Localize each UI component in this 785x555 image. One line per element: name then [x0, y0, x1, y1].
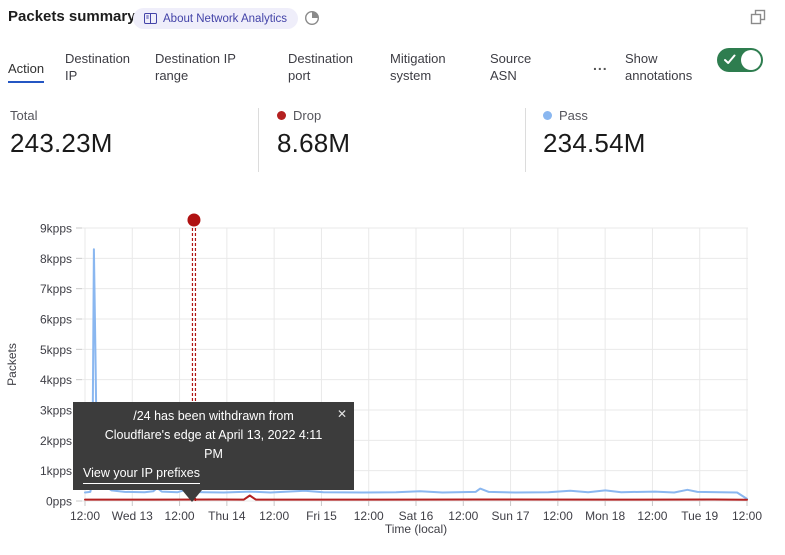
x-tick-label: Mon 18 — [585, 509, 625, 523]
y-tick-label: 2kpps — [40, 434, 72, 448]
tooltip-caret — [182, 490, 202, 502]
x-axis-label: Time (local) — [385, 522, 447, 536]
y-tick-label: 8kpps — [40, 252, 72, 266]
tab-destination-ip-range[interactable]: Destination IP range — [155, 51, 236, 83]
more-tabs-button[interactable]: ... — [593, 57, 608, 73]
y-tick-label: 5kpps — [40, 343, 72, 357]
x-tick-label: 12:00 — [448, 509, 478, 523]
x-tick-label: 12:00 — [259, 509, 289, 523]
x-tick-label: Thu 14 — [208, 509, 246, 523]
y-tick-label: 6kpps — [40, 313, 72, 327]
y-tick-label: 0pps — [46, 495, 72, 509]
x-tick-label: Sat 16 — [399, 509, 434, 523]
y-tick-label: 9kpps — [40, 222, 72, 236]
tab-destination-ip[interactable]: Destination IP — [65, 51, 131, 83]
x-tick-label: Sun 17 — [492, 509, 530, 523]
book-icon — [144, 13, 157, 24]
tab-mitigation-system[interactable]: Mitigation system — [390, 51, 446, 83]
annotation-message-line2: Cloudflare's edge at April 13, 2022 4:11… — [104, 428, 323, 461]
x-tick-label: Wed 13 — [112, 509, 153, 523]
x-tick-label: 12:00 — [637, 509, 667, 523]
x-tick-label: 12:00 — [354, 509, 384, 523]
tab-action[interactable]: Action — [8, 60, 45, 83]
view-ip-prefixes-link[interactable]: View your IP prefixes — [83, 464, 200, 484]
popout-window-icon[interactable] — [750, 9, 766, 25]
stat-total: Total 243.23M — [10, 108, 113, 159]
annotation-message-line1: /24 has been withdrawn from — [133, 409, 294, 423]
stat-drop-label: Drop — [293, 108, 322, 123]
stat-pass: Pass 234.54M — [543, 108, 646, 159]
x-tick-label: 12:00 — [70, 509, 100, 523]
stat-drop: Drop 8.68M — [277, 108, 350, 159]
pass-legend-dot — [543, 111, 552, 120]
badge-label: About Network Analytics — [163, 12, 288, 25]
packets-chart-svg: 0pps 1kpps 2kpps 3kpps 4kpps 5kpps 6kpps 7kpps 8… — [5, 213, 762, 536]
time-range-icon[interactable] — [304, 10, 320, 26]
y-tick-label: 4kpps — [40, 373, 72, 387]
check-icon — [724, 54, 736, 64]
y-tick-label: 1kpps — [40, 464, 72, 478]
stat-total-value: 243.23M — [10, 128, 113, 158]
annotation-marker-dot[interactable] — [187, 213, 201, 227]
stats-divider — [258, 108, 259, 172]
y-axis-label: Packets — [5, 343, 19, 386]
tab-source-asn[interactable]: Source ASN — [490, 51, 532, 83]
stats-divider — [525, 108, 526, 172]
tab-destination-port[interactable]: Destination port — [288, 51, 354, 83]
show-annotations-toggle[interactable] — [717, 48, 763, 72]
toggle-knob — [741, 50, 761, 70]
about-network-analytics-badge[interactable]: About Network Analytics — [133, 8, 299, 29]
stat-total-label: Total — [10, 108, 38, 123]
stat-pass-label: Pass — [559, 108, 588, 123]
drop-legend-dot — [277, 111, 286, 120]
x-tick-label: 12:00 — [732, 509, 762, 523]
x-tick-label: 12:00 — [165, 509, 195, 523]
tooltip-close-icon[interactable]: ✕ — [336, 407, 347, 421]
show-annotations-label: Show annotations — [625, 51, 693, 83]
x-tick-label: Fri 15 — [306, 509, 337, 523]
stat-pass-value: 234.54M — [543, 128, 646, 158]
page-title: Packets summary — [8, 8, 136, 25]
packets-chart: 0pps 1kpps 2kpps 3kpps 4kpps 5kpps 6kpps 7kpps 8… — [0, 195, 785, 545]
y-tick-label: 3kpps — [40, 404, 72, 418]
x-tick-label: 12:00 — [543, 509, 573, 523]
annotation-tooltip: /24 has been withdrawn from Cloudflare's… — [73, 402, 354, 502]
x-tick-label: Tue 19 — [681, 509, 718, 523]
stat-drop-value: 8.68M — [277, 128, 351, 158]
y-tick-label: 7kpps — [40, 282, 72, 296]
